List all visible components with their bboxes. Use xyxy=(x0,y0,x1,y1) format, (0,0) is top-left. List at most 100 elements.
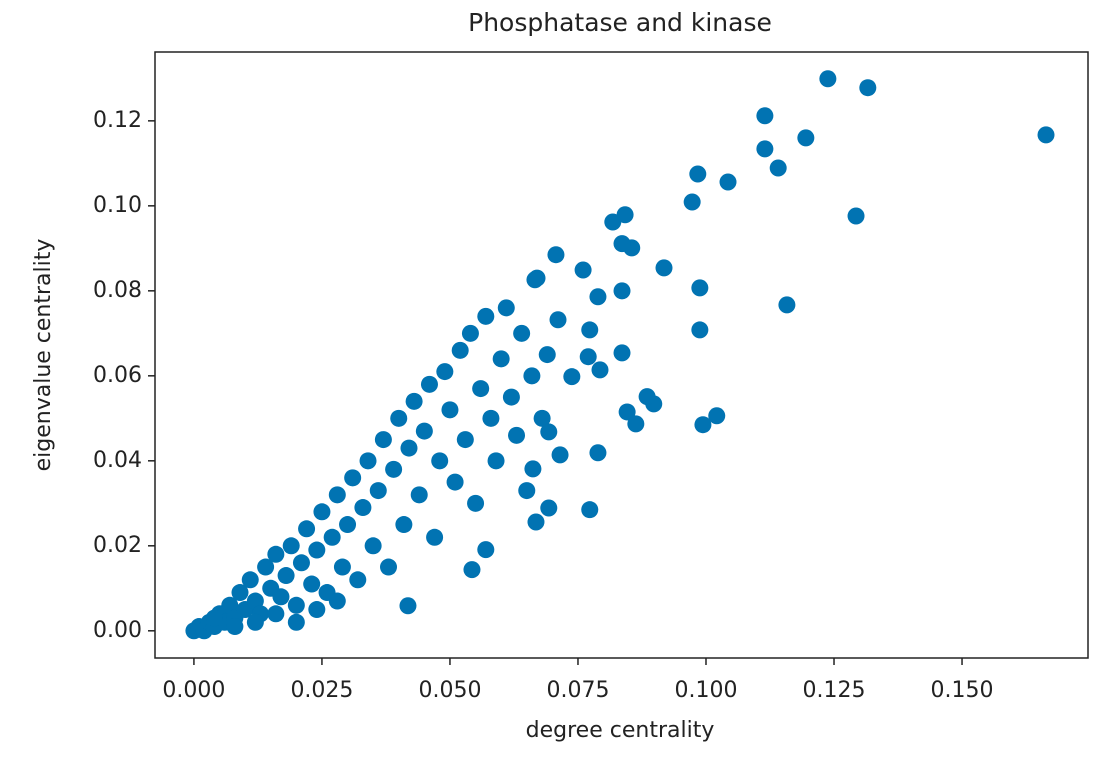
point xyxy=(756,107,774,125)
point xyxy=(538,346,556,364)
point xyxy=(323,528,341,546)
point xyxy=(395,516,413,534)
chart-title: Phosphatase and kinase xyxy=(468,8,772,37)
point xyxy=(461,324,479,342)
point xyxy=(282,537,300,555)
x-tick-label: 0.025 xyxy=(290,678,353,703)
point xyxy=(527,513,545,531)
point xyxy=(533,409,551,427)
point xyxy=(308,601,326,619)
point xyxy=(708,407,726,425)
point xyxy=(267,605,285,623)
point xyxy=(441,401,459,419)
point xyxy=(691,279,709,297)
point xyxy=(613,235,631,253)
point xyxy=(859,79,877,97)
y-tick-label: 0.08 xyxy=(93,278,142,303)
point xyxy=(683,193,701,211)
point xyxy=(574,261,592,279)
point xyxy=(400,439,418,457)
point xyxy=(298,520,316,538)
y-tick-label: 0.06 xyxy=(93,363,142,388)
point xyxy=(349,571,367,589)
point xyxy=(508,426,526,444)
point xyxy=(287,613,305,631)
point xyxy=(689,165,707,183)
point xyxy=(313,503,331,521)
x-tick-label: 0.125 xyxy=(803,678,866,703)
point xyxy=(246,592,264,610)
point xyxy=(549,311,567,329)
point xyxy=(487,452,505,470)
point xyxy=(205,609,223,627)
point xyxy=(328,486,346,504)
point xyxy=(502,388,520,406)
point xyxy=(591,361,609,379)
point xyxy=(359,452,377,470)
point xyxy=(492,350,510,368)
plot-frame xyxy=(154,51,1089,659)
point xyxy=(426,528,444,546)
y-tick-label: 0.02 xyxy=(93,533,142,558)
point xyxy=(431,452,449,470)
point xyxy=(540,499,558,517)
point xyxy=(385,460,403,478)
point xyxy=(518,482,536,500)
x-tick-label: 0.075 xyxy=(546,678,609,703)
y-tick-label: 0.00 xyxy=(93,618,142,643)
y-tick-label: 0.12 xyxy=(93,108,142,133)
point xyxy=(399,597,417,615)
point xyxy=(551,446,569,464)
point xyxy=(277,567,295,585)
point xyxy=(451,341,469,359)
point xyxy=(524,460,542,478)
point xyxy=(523,367,541,385)
point xyxy=(691,321,709,339)
point xyxy=(627,415,645,433)
point xyxy=(380,558,398,576)
point xyxy=(477,541,495,559)
point xyxy=(477,307,495,325)
point xyxy=(231,584,249,602)
point xyxy=(581,501,599,519)
point xyxy=(547,246,565,264)
point xyxy=(369,482,387,500)
point xyxy=(655,259,673,277)
point xyxy=(579,348,597,366)
point xyxy=(540,423,558,441)
point xyxy=(482,409,500,427)
x-tick-label: 0.150 xyxy=(931,678,994,703)
x-tick-label: 0.100 xyxy=(675,678,738,703)
point xyxy=(756,140,774,158)
point xyxy=(1037,126,1055,144)
x-tick-label: 0.000 xyxy=(162,678,225,703)
point xyxy=(589,444,607,462)
point xyxy=(303,575,321,593)
point xyxy=(526,271,544,289)
point xyxy=(339,516,357,534)
point xyxy=(618,403,636,421)
point xyxy=(374,431,392,449)
point xyxy=(613,282,631,300)
point xyxy=(467,494,485,512)
y-axis-label: eigenvalue centrality xyxy=(31,239,56,472)
point xyxy=(405,392,423,410)
point xyxy=(246,613,264,631)
x-axis-label: degree centrality xyxy=(526,718,715,743)
point xyxy=(364,537,382,555)
point xyxy=(847,207,865,225)
x-tick-label: 0.050 xyxy=(418,678,481,703)
point xyxy=(415,422,433,440)
point xyxy=(328,592,346,610)
point xyxy=(221,596,239,614)
point xyxy=(638,388,656,406)
point xyxy=(819,70,837,88)
point xyxy=(241,571,259,589)
point xyxy=(226,618,244,636)
point xyxy=(563,368,581,386)
point xyxy=(287,596,305,614)
point xyxy=(344,469,362,487)
point xyxy=(694,416,712,434)
point xyxy=(581,321,599,339)
